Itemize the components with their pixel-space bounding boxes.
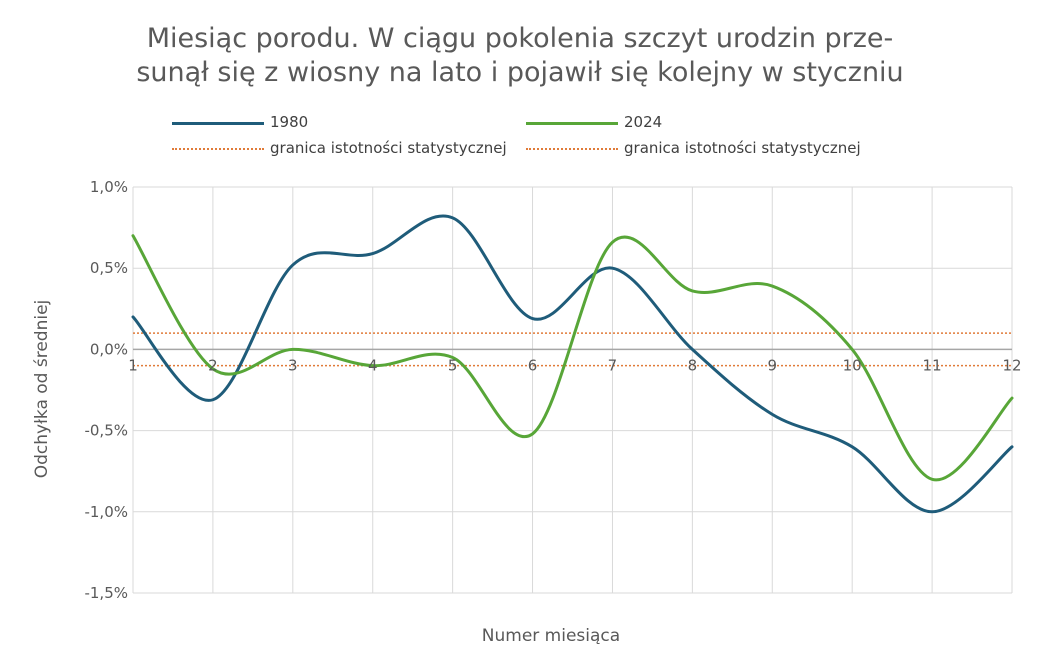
chart-title: Miesiąc porodu. W ciągu pokolenia szczyt…: [90, 22, 950, 90]
legend-label-2024: 2024: [624, 113, 663, 131]
grid: [132, 186, 1013, 594]
x-tick-label-9: 9: [767, 356, 777, 374]
y-axis-title: Odchyłka od średniej: [32, 300, 52, 479]
y-tick-label-6: -1,5%: [84, 584, 128, 602]
x-tick-label-6: 6: [528, 356, 538, 374]
y-tick-label-3: 0,0%: [90, 340, 128, 358]
chart-title-line-2: sunął się z wiosny na lato i pojawił się…: [136, 57, 904, 88]
y-tick-label-1: 1,0%: [90, 178, 128, 196]
x-tick-label-4: 4: [368, 356, 378, 374]
x-tick-label-1: 1: [128, 356, 138, 374]
series-line-2024: [131, 234, 1014, 482]
y-tick-label-5: -1,0%: [84, 503, 128, 521]
threshold-lines: [133, 332, 1012, 367]
legend-swatch-threshold-upper: [172, 148, 264, 150]
x-tick-label-2: 2: [208, 356, 218, 374]
series-line-1980: [131, 214, 1014, 514]
x-tick-label-11: 11: [923, 356, 942, 374]
legend-swatch-1980: [172, 122, 264, 125]
x-axis-title: Numer miesiąca: [482, 626, 620, 646]
legend-swatch-threshold-lower: [526, 148, 618, 150]
y-tick-label-4: -0,5%: [84, 422, 128, 440]
x-tick-label-7: 7: [608, 356, 618, 374]
x-tick-label-8: 8: [688, 356, 698, 374]
y-tick-label-2: 0,5%: [90, 259, 128, 277]
x-tick-label-3: 3: [288, 356, 298, 374]
legend-label-threshold-upper: granica istotności statystycznej: [270, 139, 507, 157]
legend-label-1980: 1980: [270, 113, 309, 131]
series-lines: [131, 214, 1014, 514]
chart-title-line-1: Miesiąc porodu. W ciągu pokolenia szczyt…: [146, 23, 894, 54]
legend-label-threshold-lower: granica istotności statystycznej: [624, 139, 861, 157]
x-tick-label-12: 12: [1002, 356, 1021, 374]
x-tick-label-10: 10: [843, 356, 862, 374]
tick-labels: 1,0%0,5%0,0%-0,5%-1,0%-1,5%1 2 3 4 5 6 7 8 9 10 11…: [84, 178, 1021, 602]
legend-swatch-2024: [526, 122, 618, 125]
x-tick-label-5: 5: [448, 356, 458, 374]
